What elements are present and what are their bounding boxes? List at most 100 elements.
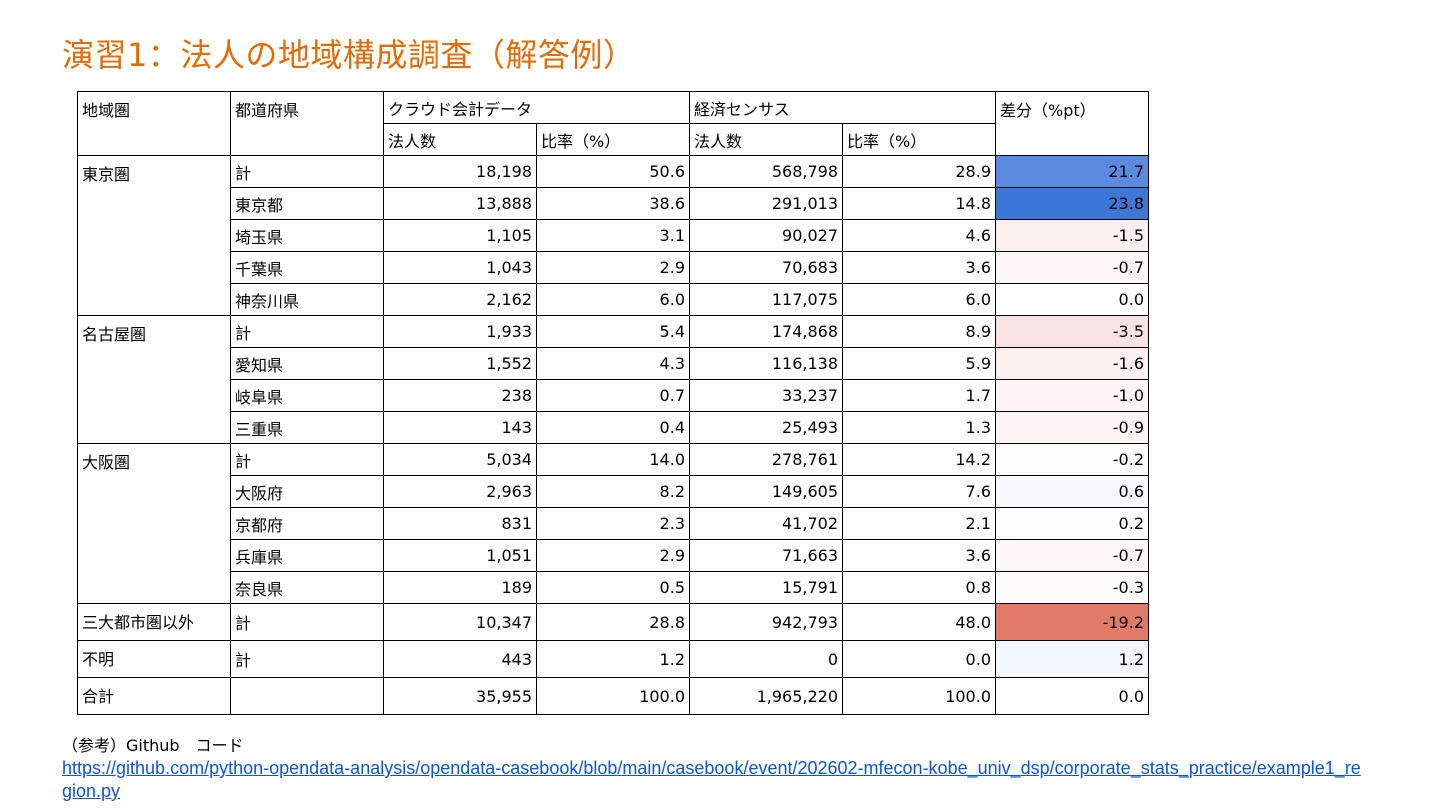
cloud-count-cell: 238 (383, 379, 537, 412)
table-row: 奈良県 189 0.5 15,791 0.8 -0.3 (78, 571, 1149, 604)
table-row: 愛知県 1,552 4.3 116,138 5.9 -1.6 (78, 347, 1149, 380)
cloud-count-cell: 1,043 (383, 251, 537, 284)
header-cloud-count: 法人数 (383, 123, 537, 156)
difference-cell: -1.6 (995, 347, 1149, 380)
prefecture-cell: 兵庫県 (230, 539, 384, 572)
prefecture-cell: 神奈川県 (230, 283, 384, 316)
census-ratio-cell: 4.6 (842, 219, 996, 252)
census-count-cell: 70,683 (689, 251, 843, 284)
table-row: 大阪圏計 5,034 14.0 278,761 14.2 -0.2 (77, 443, 1149, 604)
cloud-count-cell: 18,198 (383, 155, 537, 188)
cloud-count-cell: 2,963 (383, 475, 537, 508)
prefecture-cell: 大阪府 (230, 475, 384, 508)
cloud-ratio-cell: 100.0 (536, 677, 690, 715)
census-count-cell: 90,027 (689, 219, 843, 252)
difference-cell: -3.5 (995, 315, 1149, 348)
cloud-count-cell: 2,162 (383, 283, 537, 316)
region-cell: 名古屋圏 (77, 315, 231, 444)
census-count-cell: 71,663 (689, 539, 843, 572)
census-ratio-cell: 3.6 (842, 539, 996, 572)
census-ratio-cell: 2.1 (842, 507, 996, 540)
difference-cell: 0.0 (995, 283, 1149, 316)
census-count-cell: 1,965,220 (689, 677, 843, 715)
table-row: 兵庫県 1,051 2.9 71,663 3.6 -0.7 (78, 539, 1149, 572)
census-ratio-cell: 0.8 (842, 571, 996, 604)
table-row: 岐阜県 238 0.7 33,237 1.7 -1.0 (78, 379, 1149, 412)
region-cell: 不明 (77, 640, 231, 678)
prefecture-cell: 計 (230, 315, 384, 348)
header-census-ratio: 比率（%） (842, 123, 996, 156)
reference-label: （参考）Github コード (62, 736, 244, 755)
cloud-ratio-cell: 0.7 (536, 379, 690, 412)
table-row: 大阪府 2,963 8.2 149,605 7.6 0.6 (78, 475, 1149, 508)
difference-cell: -19.2 (995, 603, 1149, 641)
cloud-ratio-cell: 50.6 (536, 155, 690, 188)
difference-cell: -0.7 (995, 251, 1149, 284)
region-composition-table: 地域圏 都道府県 クラウド会計データ 経済センサス 差分（%pt） 法人数 比率… (77, 91, 1149, 715)
github-code-link[interactable]: https://github.com/python-opendata-analy… (62, 758, 1361, 801)
cloud-ratio-cell: 5.4 (536, 315, 690, 348)
census-ratio-cell: 5.9 (842, 347, 996, 380)
cloud-count-cell: 443 (383, 640, 537, 678)
census-ratio-cell: 1.7 (842, 379, 996, 412)
region-cell: 合計 (77, 677, 231, 715)
header-region: 地域圏 (77, 91, 231, 156)
table-row: 神奈川県 2,162 6.0 117,075 6.0 0.0 (78, 283, 1149, 316)
region-cell: 三大都市圏以外 (77, 603, 231, 641)
cloud-count-cell: 1,933 (383, 315, 537, 348)
cloud-ratio-cell: 1.2 (536, 640, 690, 678)
cloud-count-cell: 831 (383, 507, 537, 540)
table-row: 東京圏計 18,198 50.6 568,798 28.9 21.7 (77, 155, 1149, 316)
table-row: 不明計 443 1.2 0 0.0 1.2 (77, 640, 1149, 678)
census-count-cell: 174,868 (689, 315, 843, 348)
header-economic-census: 経済センサス (689, 91, 996, 124)
difference-cell: 0.6 (995, 475, 1149, 508)
difference-cell: 21.7 (995, 155, 1149, 188)
census-ratio-cell: 48.0 (842, 603, 996, 641)
cloud-ratio-cell: 38.6 (536, 187, 690, 220)
census-ratio-cell: 6.0 (842, 283, 996, 316)
cloud-count-cell: 143 (383, 411, 537, 444)
difference-cell: 0.2 (995, 507, 1149, 540)
difference-cell: 1.2 (995, 640, 1149, 678)
cloud-count-cell: 189 (383, 571, 537, 604)
table-row: 埼玉県 1,105 3.1 90,027 4.6 -1.5 (78, 219, 1149, 252)
table-row: 三大都市圏以外計 10,347 28.8 942,793 48.0 -19.2 (77, 603, 1149, 641)
cloud-ratio-cell: 3.1 (536, 219, 690, 252)
census-ratio-cell: 7.6 (842, 475, 996, 508)
census-ratio-cell: 0.0 (842, 640, 996, 678)
table-row: 三重県 143 0.4 25,493 1.3 -0.9 (78, 411, 1149, 444)
header-row-1: 地域圏 都道府県 クラウド会計データ 経済センサス 差分（%pt） (77, 91, 1149, 156)
header-cloud-ratio: 比率（%） (536, 123, 690, 156)
census-ratio-cell: 14.8 (842, 187, 996, 220)
difference-cell: 0.0 (995, 677, 1149, 715)
region-cell: 大阪圏 (77, 443, 231, 604)
cloud-ratio-cell: 28.8 (536, 603, 690, 641)
census-count-cell: 15,791 (689, 571, 843, 604)
difference-cell: -0.9 (995, 411, 1149, 444)
cloud-count-cell: 35,955 (383, 677, 537, 715)
census-count-cell: 33,237 (689, 379, 843, 412)
difference-cell: -0.7 (995, 539, 1149, 572)
prefecture-cell: 岐阜県 (230, 379, 384, 412)
page-title: 演習1：法人の地域構成調査（解答例） (62, 36, 636, 74)
header-prefecture: 都道府県 (230, 91, 384, 156)
census-count-cell: 278,761 (689, 443, 843, 476)
cloud-ratio-cell: 2.9 (536, 251, 690, 284)
cloud-ratio-cell: 14.0 (536, 443, 690, 476)
census-count-cell: 116,138 (689, 347, 843, 380)
census-count-cell: 117,075 (689, 283, 843, 316)
cloud-count-cell: 5,034 (383, 443, 537, 476)
census-count-cell: 568,798 (689, 155, 843, 188)
prefecture-cell: 京都府 (230, 507, 384, 540)
difference-cell: 23.8 (995, 187, 1149, 220)
difference-cell: -0.3 (995, 571, 1149, 604)
region-cell: 東京圏 (77, 155, 231, 316)
prefecture-cell: 愛知県 (230, 347, 384, 380)
table-row: 東京都 13,888 38.6 291,013 14.8 23.8 (78, 187, 1149, 220)
prefecture-cell: 東京都 (230, 187, 384, 220)
census-ratio-cell: 100.0 (842, 677, 996, 715)
cloud-count-cell: 13,888 (383, 187, 537, 220)
cloud-ratio-cell: 0.5 (536, 571, 690, 604)
cloud-ratio-cell: 0.4 (536, 411, 690, 444)
